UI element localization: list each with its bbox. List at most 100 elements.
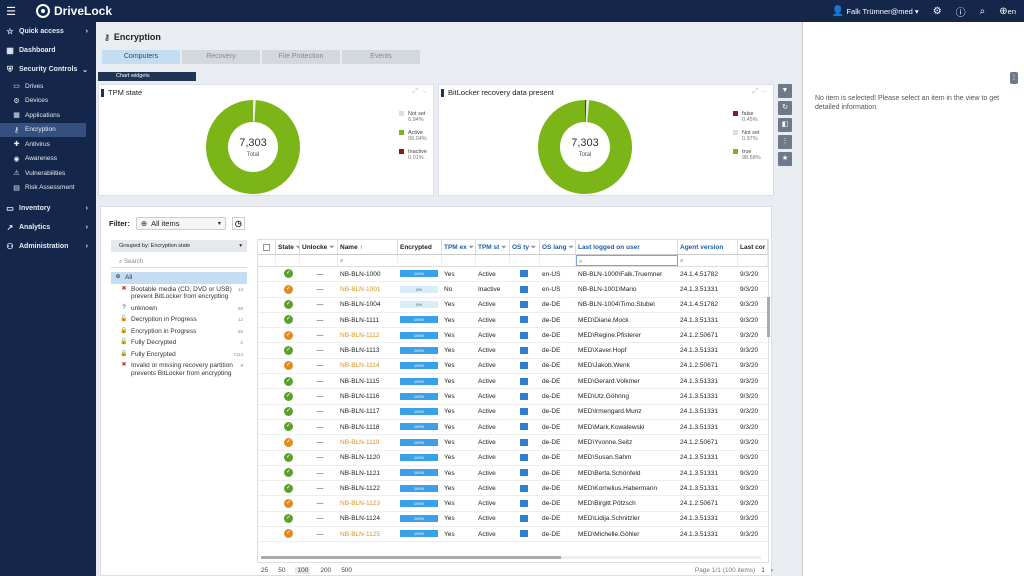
sidebar-item-applications[interactable]: ▦ Applications xyxy=(0,108,96,123)
filter-funnel-icon[interactable]: ⏷ xyxy=(566,244,574,251)
page-size-200[interactable]: 200 xyxy=(320,566,332,574)
table-row[interactable]: ✓ — NB-BLN-1122 100% Yes Active de-DE MED\Korne… xyxy=(258,481,768,497)
computer-name[interactable]: NB-BLN-1123 xyxy=(340,500,380,508)
grouping-select[interactable]: Grouped by: Encryption state ▾ xyxy=(111,240,247,252)
computer-name[interactable]: NB-BLN-1119 xyxy=(340,438,380,446)
tree-item[interactable]: 🔓 Fully Decrypted 2 xyxy=(111,337,247,349)
legend-item[interactable]: Not set 0.94% xyxy=(399,111,427,123)
group-search-input[interactable]: ⌕ Search xyxy=(111,257,247,268)
filter-funnel-icon[interactable]: ⏷ xyxy=(327,244,335,251)
filter-icon[interactable]: ▼ xyxy=(778,84,792,98)
sidebar-item-risk-assessment[interactable]: ▤ Risk Assessment xyxy=(0,181,96,196)
column-search-input[interactable]: ⌕ xyxy=(576,255,678,266)
computer-name[interactable]: NB-BLN-1111 xyxy=(340,316,380,324)
legend-item[interactable]: Inactive 0.01% xyxy=(399,149,427,161)
computer-name[interactable]: NB-BLN-1114 xyxy=(340,362,380,370)
sidebar-inventory[interactable]: ▭ Inventory › xyxy=(0,199,96,218)
column-header-name[interactable]: Name ↑ xyxy=(338,240,398,254)
computer-name[interactable]: NB-BLN-1120 xyxy=(340,454,380,462)
sidebar-dashboard[interactable]: ▦ Dashboard xyxy=(0,41,96,60)
panel-toggle[interactable]: ⋮ xyxy=(1010,72,1018,84)
table-row[interactable]: ✓ — NB-BLN-1119 100% Yes Active de-DE MED\Yvonn… xyxy=(258,435,768,451)
computer-name[interactable]: NB-BLN-1116 xyxy=(340,393,380,401)
table-row[interactable]: ✓ — NB-BLN-1125 100% Yes Active de-DE MED\Miche… xyxy=(258,527,768,543)
more-icon[interactable]: ⋮ xyxy=(778,135,792,149)
column-header-last-cor[interactable]: Last cor xyxy=(738,240,768,254)
search-icon[interactable]: ⌕ xyxy=(979,5,986,17)
table-row[interactable]: ✓ — NB-BLN-1115 100% Yes Active de-DE MED\Gerar… xyxy=(258,374,768,390)
column-header-tpm-ex[interactable]: TPM ex ⏷ xyxy=(442,240,476,254)
pie-slice-active[interactable] xyxy=(206,100,300,194)
chart-widgets-toggle[interactable]: Chart widgets xyxy=(98,72,196,81)
filter-funnel-icon[interactable]: ⏷ xyxy=(466,244,474,251)
column-header-last-logged-on-user[interactable]: Last logged on user xyxy=(576,240,678,254)
tab-events[interactable]: Events xyxy=(342,50,420,64)
refresh-icon[interactable]: ↻ xyxy=(778,101,792,115)
computer-name[interactable]: NB-BLN-1115 xyxy=(340,377,380,385)
table-row[interactable]: ✓ — NB-BLN-1113 100% Yes Active de-DE MED\Xaver… xyxy=(258,343,768,359)
sidebar-item-antivirus[interactable]: ✚ Antivirus xyxy=(0,137,96,152)
table-row[interactable]: ✓ — NB-BLN-1117 100% Yes Active de-DE MED\Irmen… xyxy=(258,405,768,420)
card-controls[interactable]: ⤢ → xyxy=(412,88,427,95)
table-row[interactable]: ✓ — NB-BLN-1123 100% Yes Active de-DE MED\Birgi… xyxy=(258,496,768,512)
legend-item[interactable]: false 0.45% xyxy=(733,111,761,123)
sidebar-item-vulnerabilities[interactable]: ⚠ Vulnerabilities xyxy=(0,166,96,181)
filter-funnel-icon[interactable]: ⏷ xyxy=(294,244,299,251)
sidebar-item-drives[interactable]: ▭ Drives xyxy=(0,79,96,94)
column-header-os-lang[interactable]: OS lang ⏷ xyxy=(540,240,576,254)
column-search-input[interactable]: ⌕ xyxy=(678,255,738,266)
info-icon[interactable]: ⓘ xyxy=(955,7,966,19)
menu-icon[interactable]: ☰ xyxy=(6,5,16,18)
sidebar-item-encryption[interactable]: ⚷ Encryption xyxy=(0,122,86,137)
tab-computers[interactable]: Computers xyxy=(102,50,180,64)
sort-asc-icon[interactable]: ↑ xyxy=(357,244,363,251)
vertical-scrollbar[interactable] xyxy=(767,297,770,337)
legend-item[interactable]: Not set 0.97% xyxy=(733,130,761,142)
page-size-25[interactable]: 25 xyxy=(261,566,269,574)
language-selector[interactable]: ⊕en xyxy=(999,6,1016,17)
legend-item[interactable]: true 98.58% xyxy=(733,149,761,161)
page-size-500[interactable]: 500 xyxy=(341,566,353,574)
column-header-agent-version[interactable]: Agent version xyxy=(678,240,738,254)
tree-item[interactable]: ✖ Invalid or missing recovery partition p… xyxy=(111,360,247,379)
sidebar-item-devices[interactable]: ⚙ Devices xyxy=(0,94,96,109)
tree-item[interactable]: ⊕ All xyxy=(111,272,247,284)
user-menu[interactable]: 👤 Falk Trümner@med ▾ xyxy=(831,5,919,17)
computer-name[interactable]: NB-BLN-1124 xyxy=(340,515,380,523)
page-size-50[interactable]: 50 xyxy=(278,566,286,574)
clock-icon[interactable]: ◷ xyxy=(231,217,245,230)
computer-name[interactable]: NB-BLN-1125 xyxy=(340,530,380,538)
favorite-icon[interactable]: ★ xyxy=(778,152,792,166)
computer-name[interactable]: NB-BLN-1112 xyxy=(340,331,380,339)
filter-funnel-icon[interactable]: ⏷ xyxy=(499,244,507,251)
sidebar-item-awareness[interactable]: ◉ Awareness xyxy=(0,152,96,167)
table-row[interactable]: ✓ — NB-BLN-1114 100% Yes Active de-DE MED\Jakob… xyxy=(258,359,768,375)
computer-name[interactable]: NB-BLN-1118 xyxy=(340,423,380,431)
column-search-input[interactable]: ⌕ xyxy=(338,255,398,266)
layout-icon[interactable]: ◧ xyxy=(778,118,792,132)
sidebar-administration[interactable]: ⚇ Administration › xyxy=(0,237,96,256)
tree-item[interactable]: ✖ Bootable media (CD, DVD or USB) prevent… xyxy=(111,284,247,303)
table-row[interactable]: ✓ — NB-BLN-1000 100% Yes Active en-US NB-BLN-10… xyxy=(258,267,768,283)
tab-file-protection[interactable]: File Protection xyxy=(262,50,340,64)
computer-name[interactable]: NB-BLN-1113 xyxy=(340,347,380,355)
column-header-tpm-st[interactable]: TPM st ⏷ xyxy=(476,240,510,254)
settings-icon[interactable]: ⚙ xyxy=(932,5,942,17)
tree-item[interactable]: 🔓 Decryption in Progress 12 xyxy=(111,314,247,326)
page-size-100[interactable]: 100 xyxy=(295,566,311,574)
computer-name[interactable]: NB-BLN-1000 xyxy=(340,270,381,278)
table-row[interactable]: ✓ — NB-BLN-1111 100% Yes Active de-DE MED\Diane… xyxy=(258,313,768,329)
card-controls[interactable]: ⤢ → xyxy=(752,88,767,95)
column-header-state[interactable]: State ⏷ xyxy=(276,240,300,254)
filter-funnel-icon[interactable]: ⏷ xyxy=(528,244,536,251)
table-row[interactable]: ✓ — NB-BLN-1120 100% Yes Active de-DE MED\Susan… xyxy=(258,451,768,466)
tree-item[interactable]: 🔒 Fully Encrypted 7114 xyxy=(111,349,247,361)
sidebar-security-controls[interactable]: ⛨ Security Controls ⌄ xyxy=(0,60,96,79)
computer-name[interactable]: NB-BLN-1004 xyxy=(340,301,381,309)
sidebar-quick-access[interactable]: ☆ Quick access › xyxy=(0,22,96,41)
tree-item[interactable]: ? unknown 89 xyxy=(111,303,247,315)
column-header-os-ty[interactable]: OS ty ⏷ xyxy=(510,240,540,254)
table-row[interactable]: ✓ — NB-BLN-1118 100% Yes Active de-DE MED\Mark.… xyxy=(258,420,768,436)
tree-item[interactable]: 🔒 Encryption in Progress 65 xyxy=(111,326,247,338)
table-row[interactable]: ✓ — NB-BLN-1116 100% Yes Active de-DE MED\Utz.G… xyxy=(258,389,768,405)
